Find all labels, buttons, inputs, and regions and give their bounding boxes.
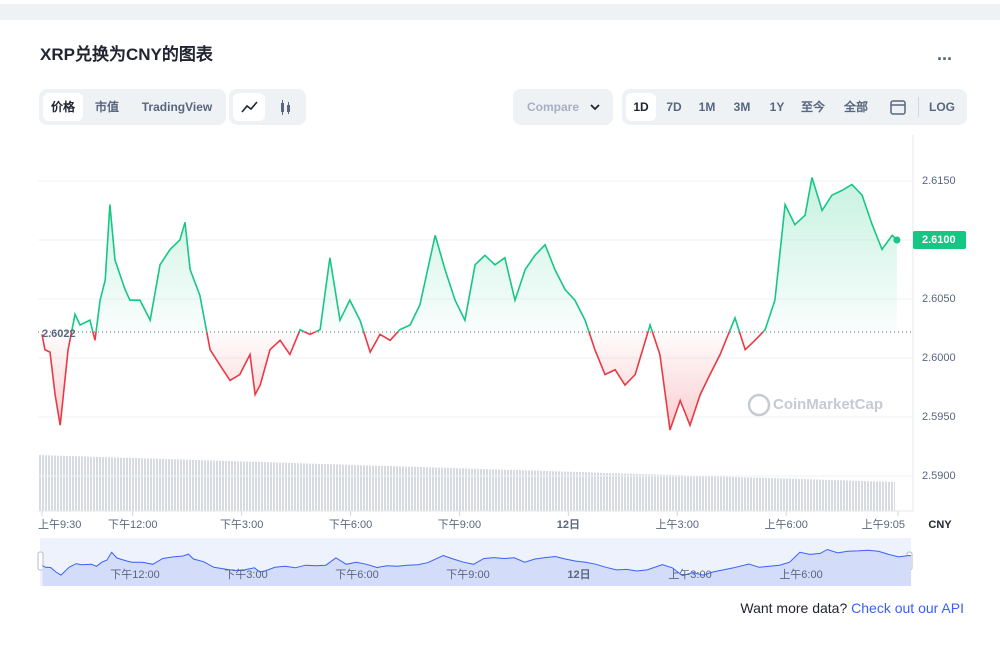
range-group: 1D 7D 1M 3M 1Y 至今 全部 LOG xyxy=(622,89,967,125)
navigator-line xyxy=(42,548,911,577)
range-button[interactable]: 全部 xyxy=(843,100,868,114)
x-tick-label: 上午3:00 xyxy=(656,518,699,531)
x-tick-label: 下午9:00 xyxy=(438,518,481,531)
top-strip xyxy=(0,4,1000,20)
x-tick-label: 12日 xyxy=(557,518,580,531)
volume-bars xyxy=(38,455,895,511)
log-button[interactable]: LOG xyxy=(929,100,955,114)
price-line-down xyxy=(41,332,764,431)
y-tick-label: 2.6150 xyxy=(922,175,956,187)
navigator-tick-label: 上午6:00 xyxy=(779,568,822,581)
navigator-tick-label: 下午6:00 xyxy=(335,568,378,581)
y-tick-label: 2.5900 xyxy=(922,470,956,482)
tab[interactable]: 市值 xyxy=(94,100,119,114)
tab-group: 价格 市值 TradingView xyxy=(39,89,226,125)
navigator-tick-label: 12日 xyxy=(567,568,590,581)
range-button[interactable]: 至今 xyxy=(800,100,825,114)
area-above xyxy=(42,177,897,333)
area-below xyxy=(42,332,763,430)
x-tick-label: 下午12:00 xyxy=(108,518,158,531)
navigator-plot xyxy=(42,548,911,586)
divider xyxy=(918,97,919,117)
title: XRP兑换为CNY的图表 xyxy=(40,45,213,64)
x-tick-label: 上午9:05 xyxy=(862,518,905,531)
chart-style-group xyxy=(229,89,306,125)
currency-label: CNY xyxy=(928,519,952,531)
x-tick-label: 下午3:00 xyxy=(220,518,263,531)
footer: Want more data? Check out our API xyxy=(740,600,964,616)
calendar-icon[interactable] xyxy=(884,93,912,121)
range-button[interactable]: 1M xyxy=(698,100,716,114)
y-tick-label: 2.6050 xyxy=(922,293,956,305)
api-link[interactable]: Check out our API xyxy=(851,600,964,616)
watermark-logo xyxy=(747,393,771,417)
navigator-tick-label: 下午3:00 xyxy=(224,568,267,581)
range-button[interactable]: 1Y xyxy=(769,100,785,114)
current-price-box xyxy=(913,231,966,249)
tab[interactable]: 价格 xyxy=(43,93,83,121)
tab[interactable]: TradingView xyxy=(141,100,213,114)
price-line-up xyxy=(70,177,898,333)
watermark: CoinMarketCap xyxy=(773,396,883,413)
navigator-tick-label: 下午12:00 xyxy=(110,568,160,581)
current-price-label: 2.6100 xyxy=(922,234,956,246)
range-button[interactable]: 3M xyxy=(733,100,751,114)
compare-dropdown[interactable]: Compare xyxy=(513,89,613,125)
x-tick-label: 上午9:30 xyxy=(38,518,81,531)
compare-label: Compare xyxy=(526,100,579,114)
line-icon[interactable] xyxy=(233,93,265,121)
reference-label: 2.6022 xyxy=(42,328,76,340)
chevron xyxy=(590,104,600,111)
range-button[interactable]: 1D xyxy=(626,93,656,121)
navigator-area xyxy=(42,549,911,586)
navigator-tick-label: 下午9:00 xyxy=(446,568,489,581)
candle-icon[interactable] xyxy=(269,93,301,121)
x-tick-label: 下午6:00 xyxy=(329,518,372,531)
x-tick-label: 上午6:00 xyxy=(764,518,807,531)
range-button[interactable]: 7D xyxy=(666,100,682,114)
more-menu[interactable]: ... xyxy=(937,44,953,64)
current-dot xyxy=(893,236,901,244)
navigator-handle[interactable] xyxy=(37,551,44,571)
footer-text: Want more data? xyxy=(740,600,848,616)
navigator-tick-label: 上午3:00 xyxy=(668,568,711,581)
y-tick-label: 2.6000 xyxy=(922,352,956,364)
y-tick-label: 2.5950 xyxy=(922,411,956,423)
